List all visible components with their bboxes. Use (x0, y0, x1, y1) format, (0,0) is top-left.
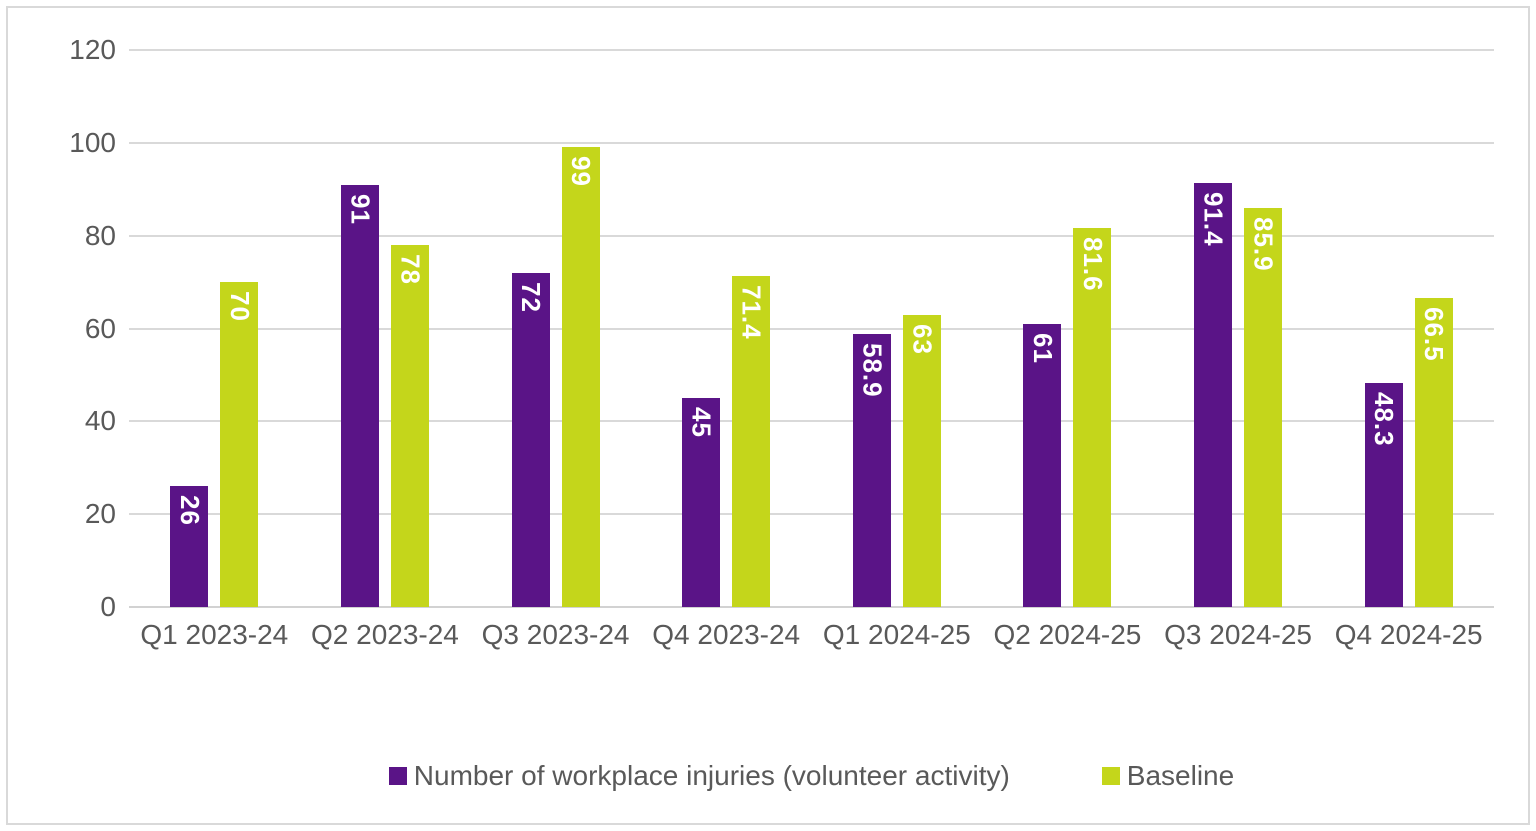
bar-value-label: 45 (686, 407, 717, 439)
legend-label-baseline: Baseline (1126, 760, 1235, 791)
y-tick-label-20: 20 (84, 498, 116, 530)
bar-value-label: 78 (395, 253, 426, 285)
x-axis-line (129, 606, 1494, 608)
bar-value-label: 70 (224, 291, 255, 323)
bar-value-label: 71.4 (736, 284, 767, 340)
bar-value-label: 48.3 (1369, 391, 1400, 447)
bar-group-q4-2023-24: 45 71.4 (641, 50, 812, 607)
legend-item-baseline: Baseline (1101, 760, 1235, 792)
bar-value-label: 85.9 (1248, 217, 1279, 272)
baseline-bar-q3-2024-25: 85.9 (1244, 208, 1283, 607)
baseline-series-swatch (1101, 767, 1120, 785)
legend-label-injuries: Number of workplace injuries (volunteer … (413, 760, 1010, 791)
injuries-bar-q3-2023-24: 72 (511, 272, 550, 607)
y-tick-label-80: 80 (84, 219, 116, 251)
y-tick-label-100: 100 (69, 126, 116, 158)
x-tick-label-q3-2024-25: Q3 2024-25 (1164, 619, 1312, 650)
gridline-40 (129, 420, 1494, 423)
gridline-60 (129, 327, 1494, 330)
injuries-bar-q1-2024-25: 58.9 (852, 333, 891, 607)
y-tick-label-120: 120 (69, 34, 116, 65)
gridline-100 (129, 141, 1494, 144)
injuries-bar-q3-2024-25: 91.4 (1194, 182, 1233, 607)
x-tick-label-q2-2024-25: Q2 2024-25 (993, 619, 1142, 650)
bar-value-label: 63 (907, 323, 938, 355)
baseline-bar-q2-2023-24: 78 (390, 244, 429, 607)
gridline-120 (129, 49, 1494, 51)
y-tick-label-60: 60 (84, 312, 116, 344)
baseline-bar-q1-2024-25: 63 (902, 314, 941, 607)
x-tick-label-q4-2023-24: Q4 2023-24 (652, 619, 801, 650)
baseline-bar-q4-2024-25: 66.5 (1414, 298, 1453, 607)
x-tick-label-q1-2024-25: Q1 2024-25 (822, 619, 971, 650)
injuries-bar-q4-2024-25: 48.3 (1364, 382, 1403, 607)
bar-group-q1-2023-24: 26 70 (129, 50, 300, 607)
bar-group-q3-2024-25: 91.4 85.9 (1153, 50, 1324, 607)
injuries-bar-q2-2024-25: 61 (1023, 323, 1062, 607)
injuries-bar-q2-2023-24: 91 (340, 184, 379, 607)
bar-group-q3-2023-24: 72 99 (470, 50, 641, 607)
bar-group-q1-2024-25: 58.9 63 (812, 50, 983, 607)
baseline-bar-q2-2024-25: 81.6 (1073, 228, 1112, 607)
x-tick-label-q4-2024-25: Q4 2024-25 (1334, 619, 1483, 650)
x-tick-label-q1-2023-24: Q1 2023-24 (140, 619, 289, 650)
bar-value-label: 26 (174, 495, 205, 527)
bar-value-label: 91.4 (1198, 191, 1229, 247)
gridline-80 (129, 234, 1494, 237)
y-tick-label-0: 0 (100, 591, 116, 622)
baseline-bar-q3-2023-24: 99 (561, 147, 600, 607)
baseline-bar-q1-2023-24: 70 (220, 282, 259, 607)
bar-group-q2-2024-25: 61 81.6 (982, 50, 1153, 607)
y-tick-label-40: 40 (84, 405, 116, 437)
baseline-bar-q4-2023-24: 71.4 (732, 275, 771, 607)
x-tick-label-q2-2023-24: Q2 2023-24 (310, 619, 459, 650)
bar-group-q4-2024-25: 48.3 66.5 (1323, 50, 1494, 607)
legend: Number of workplace injuries (volunteer … (129, 760, 1494, 792)
bar-value-label: 99 (566, 156, 597, 188)
bar-value-label: 72 (516, 281, 547, 313)
x-tick-label-q3-2023-24: Q3 2023-24 (481, 619, 630, 650)
y-axis: 0 20 40 60 80 100 120 (28, 36, 116, 621)
bar-groups: 26 70 91 78 72 99 45 71.4 58.9 63 61 81.6 91.4 85.9 48… (129, 50, 1494, 607)
plot-area: 26 70 91 78 72 99 45 71.4 58.9 63 61 81.6 91.4 85.9 48… (129, 49, 1494, 608)
bar-value-label: 66.5 (1419, 307, 1450, 362)
injuries-bar-q4-2023-24: 45 (682, 398, 721, 607)
legend-item-injuries: Number of workplace injuries (volunteer … (388, 760, 1010, 792)
bar-value-label: 61 (1027, 332, 1058, 364)
bar-value-label: 81.6 (1077, 237, 1108, 292)
injuries-series-swatch (388, 767, 407, 785)
bar-value-label: 58.9 (857, 342, 888, 398)
gridline-20 (129, 513, 1494, 516)
x-axis: Q1 2023-24 Q2 2023-24 Q3 2023-24 Q4 2023-24… (129, 619, 1494, 651)
bar-group-q2-2023-24: 91 78 (300, 50, 471, 607)
injuries-bar-q1-2023-24: 26 (170, 486, 209, 607)
bar-value-label: 91 (345, 193, 376, 225)
chart-frame: 0 20 40 60 80 100 120 26 70 91 78 72 99 45 71.4 58.9 63… (6, 6, 1530, 825)
